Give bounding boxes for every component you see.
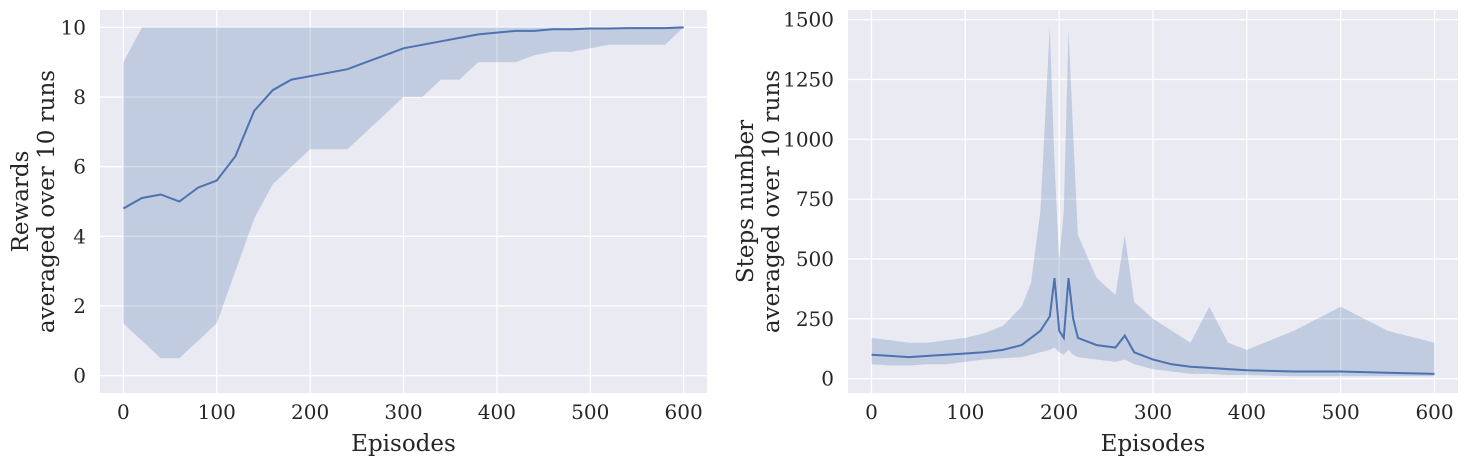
mean-line (871, 277, 1435, 375)
y-tick-label: 0 (73, 364, 86, 388)
x-tick-label: 500 (1322, 400, 1360, 424)
y-tick-label: 8 (73, 85, 86, 109)
x-tick-label: 200 (291, 400, 329, 424)
y-axis-label-line: averaged over 10 runs (34, 70, 60, 333)
x-tick-label: 200 (1040, 400, 1078, 424)
steps-chart: 0 100 200 300 400 500 600 0 250 500 750 1000 1250 150… (733, 8, 1458, 457)
confidence-band (123, 27, 684, 359)
y-tick-label: 500 (796, 247, 834, 271)
x-tick-label: 100 (946, 400, 984, 424)
x-tick-label: 500 (571, 400, 609, 424)
y-tick-label: 1000 (783, 127, 834, 151)
x-tick-label: 400 (478, 400, 516, 424)
mean-line (122, 26, 684, 210)
y-tick-label: 2 (73, 294, 86, 318)
x-tick-label: 0 (117, 400, 130, 424)
x-tick-label: 600 (665, 400, 703, 424)
y-tick-label: 4 (73, 224, 86, 248)
x-axis-label: Episodes (351, 431, 456, 457)
y-tick-label: 6 (73, 155, 86, 179)
y-axis-label-line: Steps number (733, 120, 759, 283)
y-tick-label: 750 (796, 187, 834, 211)
y-tick-label: 1250 (783, 67, 834, 91)
x-tick-label: 300 (1134, 400, 1172, 424)
x-tick-label: 100 (198, 400, 236, 424)
y-axis-label-line: averaged over 10 runs (759, 70, 785, 333)
confidence-band (871, 26, 1435, 377)
x-tick-label: 0 (865, 400, 878, 424)
x-axis-label: Episodes (1101, 431, 1206, 457)
y-tick-label: 0 (821, 367, 834, 391)
x-tick-label: 400 (1228, 400, 1266, 424)
rewards-chart: 0 100 200 300 400 500 600 0 2 4 6 8 10 Episodes Reward… (8, 10, 707, 457)
x-tick-label: 600 (1415, 400, 1453, 424)
y-tick-label: 1500 (783, 8, 834, 32)
y-axis-label-line: Rewards (8, 151, 34, 253)
y-tick-label: 10 (61, 15, 86, 39)
y-tick-label: 250 (796, 307, 834, 331)
x-tick-label: 300 (384, 400, 422, 424)
